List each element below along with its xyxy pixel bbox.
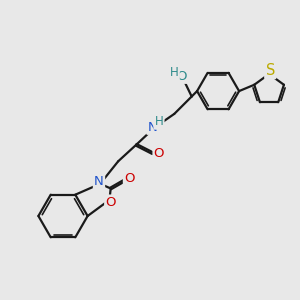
Text: O: O	[124, 172, 135, 185]
Text: O: O	[105, 196, 116, 209]
Text: S: S	[266, 63, 275, 78]
Text: O: O	[154, 147, 164, 160]
Text: N: N	[148, 121, 157, 134]
Text: N: N	[94, 175, 104, 188]
Text: H: H	[170, 66, 179, 79]
Text: O: O	[176, 70, 187, 83]
Text: H: H	[154, 116, 164, 128]
